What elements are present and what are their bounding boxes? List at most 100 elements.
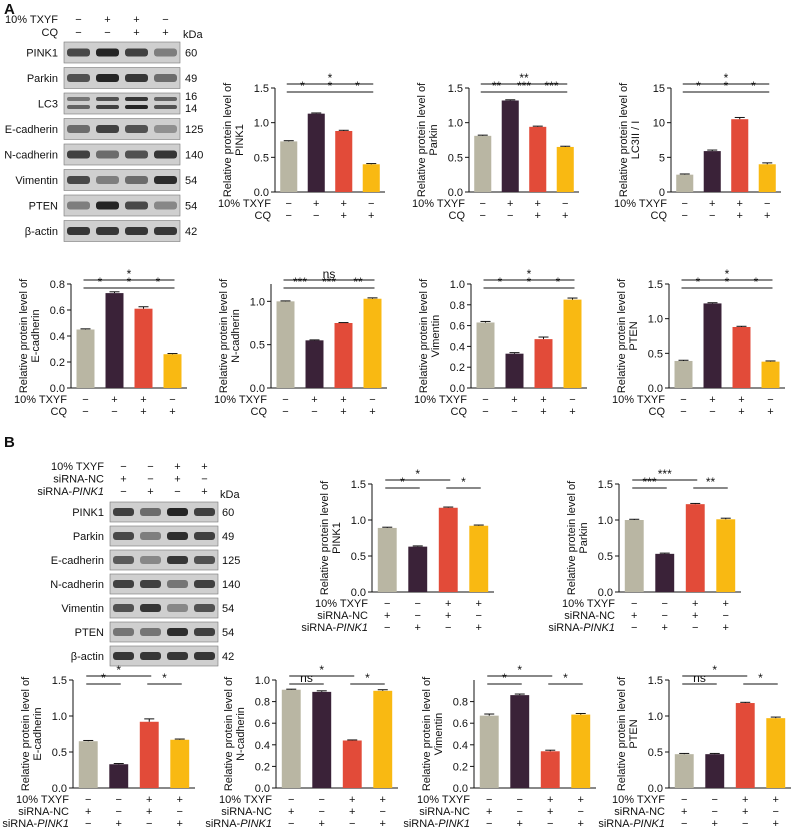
y-tick-label: 0.0 [450, 383, 465, 395]
bar [766, 718, 786, 788]
bar-chart-5: 0.0 0.5 1.0 Relative protein level of N-cadh… [214, 267, 387, 418]
blot-condition-label: 10% TXYF [5, 14, 58, 26]
significance-label: *** [658, 467, 672, 481]
blot-band [194, 628, 215, 636]
blot-band [125, 150, 148, 159]
y-axis-label: Relative protein level of [616, 278, 628, 393]
y-axis-label: Relative protein level of [618, 82, 630, 197]
y-tick-label: 0.0 [250, 383, 265, 395]
condition-label: siRNA-NC [564, 610, 615, 622]
y-axis-label: Relative protein level of [222, 82, 234, 197]
y-tick-label: 0.5 [648, 747, 663, 759]
blot-condition-mark: − [201, 474, 207, 486]
significance-label: *** [293, 275, 307, 289]
bar-chart-7: 0.0 0.5 1.0 1.5 Relative protein level of PTE… [612, 267, 785, 418]
blot-condition-mark: + [133, 27, 139, 39]
blot-band [67, 105, 90, 109]
condition-label: siRNA-NC [221, 806, 272, 818]
condition-mark: − [146, 818, 152, 830]
blot-kda-value: 125 [185, 124, 203, 136]
bar [307, 113, 325, 192]
blot-condition-mark: − [147, 461, 153, 473]
condition-mark: − [692, 622, 698, 634]
condition-mark: − [116, 806, 122, 818]
bar [342, 740, 362, 788]
condition-label: 10% TXYF [214, 394, 267, 406]
blot-protein-label: PTEN [75, 627, 104, 639]
bar [109, 764, 129, 788]
blot-condition-mark: − [147, 474, 153, 486]
blot-kda-value: 42 [185, 226, 197, 238]
blot-band [96, 201, 119, 210]
blot-kda-value: 60 [185, 48, 197, 60]
condition-mark: + [742, 806, 748, 818]
condition-mark: − [380, 806, 386, 818]
y-tick-label: 1.0 [52, 711, 67, 723]
blot-condition-mark: + [174, 474, 180, 486]
y-axis-label: Relative protein level of [616, 676, 628, 791]
condition-mark: + [445, 610, 451, 622]
significance-label: * [527, 267, 532, 281]
blot-band [140, 628, 161, 636]
bar [78, 741, 98, 788]
blot-band [125, 97, 148, 101]
condition-mark: + [140, 394, 146, 406]
condition-label: siRNA-PINK1 [598, 818, 665, 830]
blot-kda-value: 140 [185, 150, 203, 162]
blot-protein-label: β-actin [25, 226, 58, 238]
condition-mark: − [662, 598, 668, 610]
condition-mark: + [535, 210, 541, 222]
significance-label: *** [517, 79, 531, 93]
blot-protein-label: PINK1 [26, 48, 58, 60]
blot-band [154, 227, 177, 235]
condition-label: siRNA-PINK1 [205, 818, 272, 830]
condition-mark: − [445, 622, 451, 634]
blot-kda-value: 16 [185, 91, 197, 103]
condition-label: 10% TXYF [16, 794, 69, 806]
y-tick-label: 1.0 [648, 711, 663, 723]
significance-label: * [328, 79, 333, 93]
bar-chart-4: 0.0 0.2 0.4 0.6 0.8 Relative protein level of… [14, 267, 187, 418]
condition-mark: − [482, 394, 488, 406]
condition-mark: − [712, 794, 718, 806]
condition-mark: − [286, 198, 292, 210]
blot-membrane [109, 501, 219, 523]
blot-membrane [109, 597, 219, 619]
condition-mark: + [767, 406, 773, 418]
blot-membrane [63, 41, 181, 64]
condition-mark: + [85, 806, 91, 818]
significance-label: * [319, 663, 324, 677]
condition-mark: − [507, 210, 513, 222]
blot-condition-mark: − [104, 27, 110, 39]
bar-chart-13: 0.0 0.5 1.0 1.5 Relative protein level of PTE… [598, 663, 791, 830]
blot-protein-label: Parkin [27, 73, 58, 85]
blot-band [154, 125, 177, 133]
blot-membrane [63, 118, 181, 140]
condition-mark: + [764, 210, 770, 222]
blot-condition-label: CQ [42, 27, 59, 39]
significance-label: * [127, 275, 132, 289]
blot-band [113, 628, 134, 636]
blot-band [96, 48, 119, 57]
condition-mark: − [384, 598, 390, 610]
y-axis-label: Relative protein level of [421, 676, 433, 791]
blot-membrane [63, 194, 181, 217]
blot-band [194, 580, 215, 588]
condition-mark: − [384, 622, 390, 634]
y-axis-label: Relative protein level of [20, 676, 32, 791]
y-tick-label: 0.5 [254, 152, 269, 164]
condition-mark: − [517, 806, 523, 818]
blot-band [125, 176, 148, 184]
blot-band [96, 105, 119, 109]
blot-band [67, 150, 90, 159]
blot-band [67, 227, 90, 235]
significance-label: * [758, 671, 763, 685]
condition-mark: + [349, 806, 355, 818]
condition-label: 10% TXYF [315, 598, 368, 610]
y-tick-label: 1.0 [598, 515, 613, 527]
bar [280, 141, 298, 192]
significance-label: * [127, 267, 132, 281]
blot-protein-label: E-cadherin [51, 555, 104, 567]
condition-label: 10% TXYF [414, 394, 467, 406]
condition-mark: + [681, 806, 687, 818]
